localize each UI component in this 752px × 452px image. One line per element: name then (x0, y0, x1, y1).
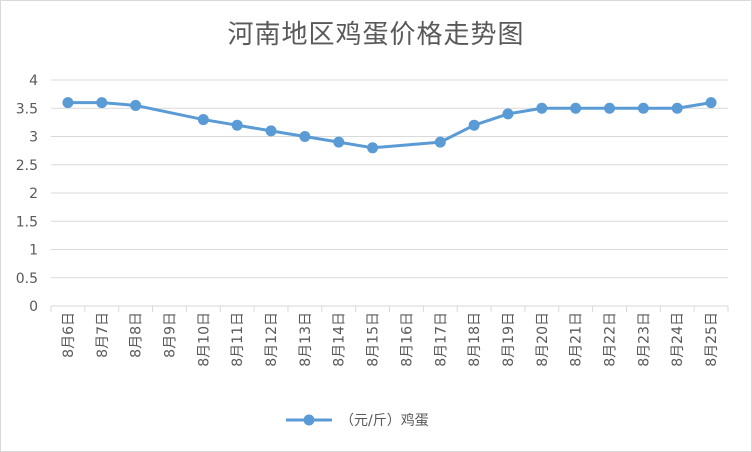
data-point (502, 108, 514, 120)
x-tick-label: 8月18日 (467, 312, 483, 367)
x-tick-label: 8月12日 (264, 312, 280, 367)
x-tick-label: 8月6日 (61, 312, 77, 358)
y-tick-label: 0 (29, 299, 38, 315)
x-tick-label: 8月25日 (704, 312, 720, 367)
x-axis (50, 305, 729, 312)
gridlines (51, 79, 728, 279)
y-tick-label: 2.5 (16, 158, 38, 174)
x-tick-label: 8月16日 (399, 312, 415, 367)
x-tick-label: 8月10日 (196, 312, 212, 367)
legend: （元/斤）鸡蛋 (286, 412, 429, 429)
data-point (96, 97, 108, 109)
data-point (333, 136, 345, 148)
data-point (536, 102, 548, 114)
y-axis-ticks: 0 0.5 1 1.5 2 2.5 3 3.5 4 (16, 73, 38, 315)
x-tick-label: 8月9日 (162, 312, 178, 358)
x-tick-label: 8月11日 (230, 312, 246, 367)
x-tick-label: 8月7日 (95, 312, 111, 358)
x-tick-label: 8月17日 (433, 312, 449, 367)
data-point (637, 102, 649, 114)
data-point (62, 97, 74, 109)
x-axis-ticks: 8月6日 8月7日 8月8日 8月9日 8月10日 8月11日 8月12日 8月13日 8月14… (61, 312, 720, 367)
legend-label: （元/斤）鸡蛋 (340, 412, 429, 429)
x-tick-label: 8月22日 (603, 312, 619, 367)
x-tick-label: 8月13日 (298, 312, 314, 367)
x-tick-label: 8月14日 (332, 312, 348, 367)
chart-title: 河南地区鸡蛋价格走势图 (227, 20, 525, 50)
legend-marker (303, 414, 315, 426)
x-tick-label: 8月23日 (636, 312, 652, 367)
y-tick-label: 0.5 (16, 271, 38, 287)
y-tick-label: 4 (29, 73, 38, 89)
data-point (299, 131, 311, 142)
y-tick-label: 1 (29, 243, 38, 259)
x-tick-label: 8月20日 (535, 312, 551, 367)
data-point (434, 136, 446, 148)
y-tick-label: 3.5 (16, 101, 38, 117)
x-tick-label: 8月15日 (366, 312, 382, 367)
data-point (197, 114, 209, 126)
data-point (671, 102, 683, 114)
x-tick-label: 8月24日 (670, 312, 686, 367)
data-point (130, 99, 142, 111)
series-line (67, 101, 712, 150)
data-point (265, 125, 277, 137)
x-tick-label: 8月21日 (569, 312, 585, 367)
y-tick-label: 3 (29, 130, 38, 146)
data-point (604, 102, 616, 114)
y-tick-label: 2 (29, 186, 38, 202)
x-tick-label: 8月19日 (501, 312, 517, 367)
y-tick-label: 1.5 (16, 214, 38, 230)
data-point (705, 97, 717, 109)
data-point (468, 119, 480, 131)
series-eggs (62, 97, 717, 154)
x-tick-label: 8月8日 (129, 312, 145, 358)
data-point (367, 142, 379, 154)
data-point (231, 119, 243, 131)
data-point (570, 102, 582, 114)
